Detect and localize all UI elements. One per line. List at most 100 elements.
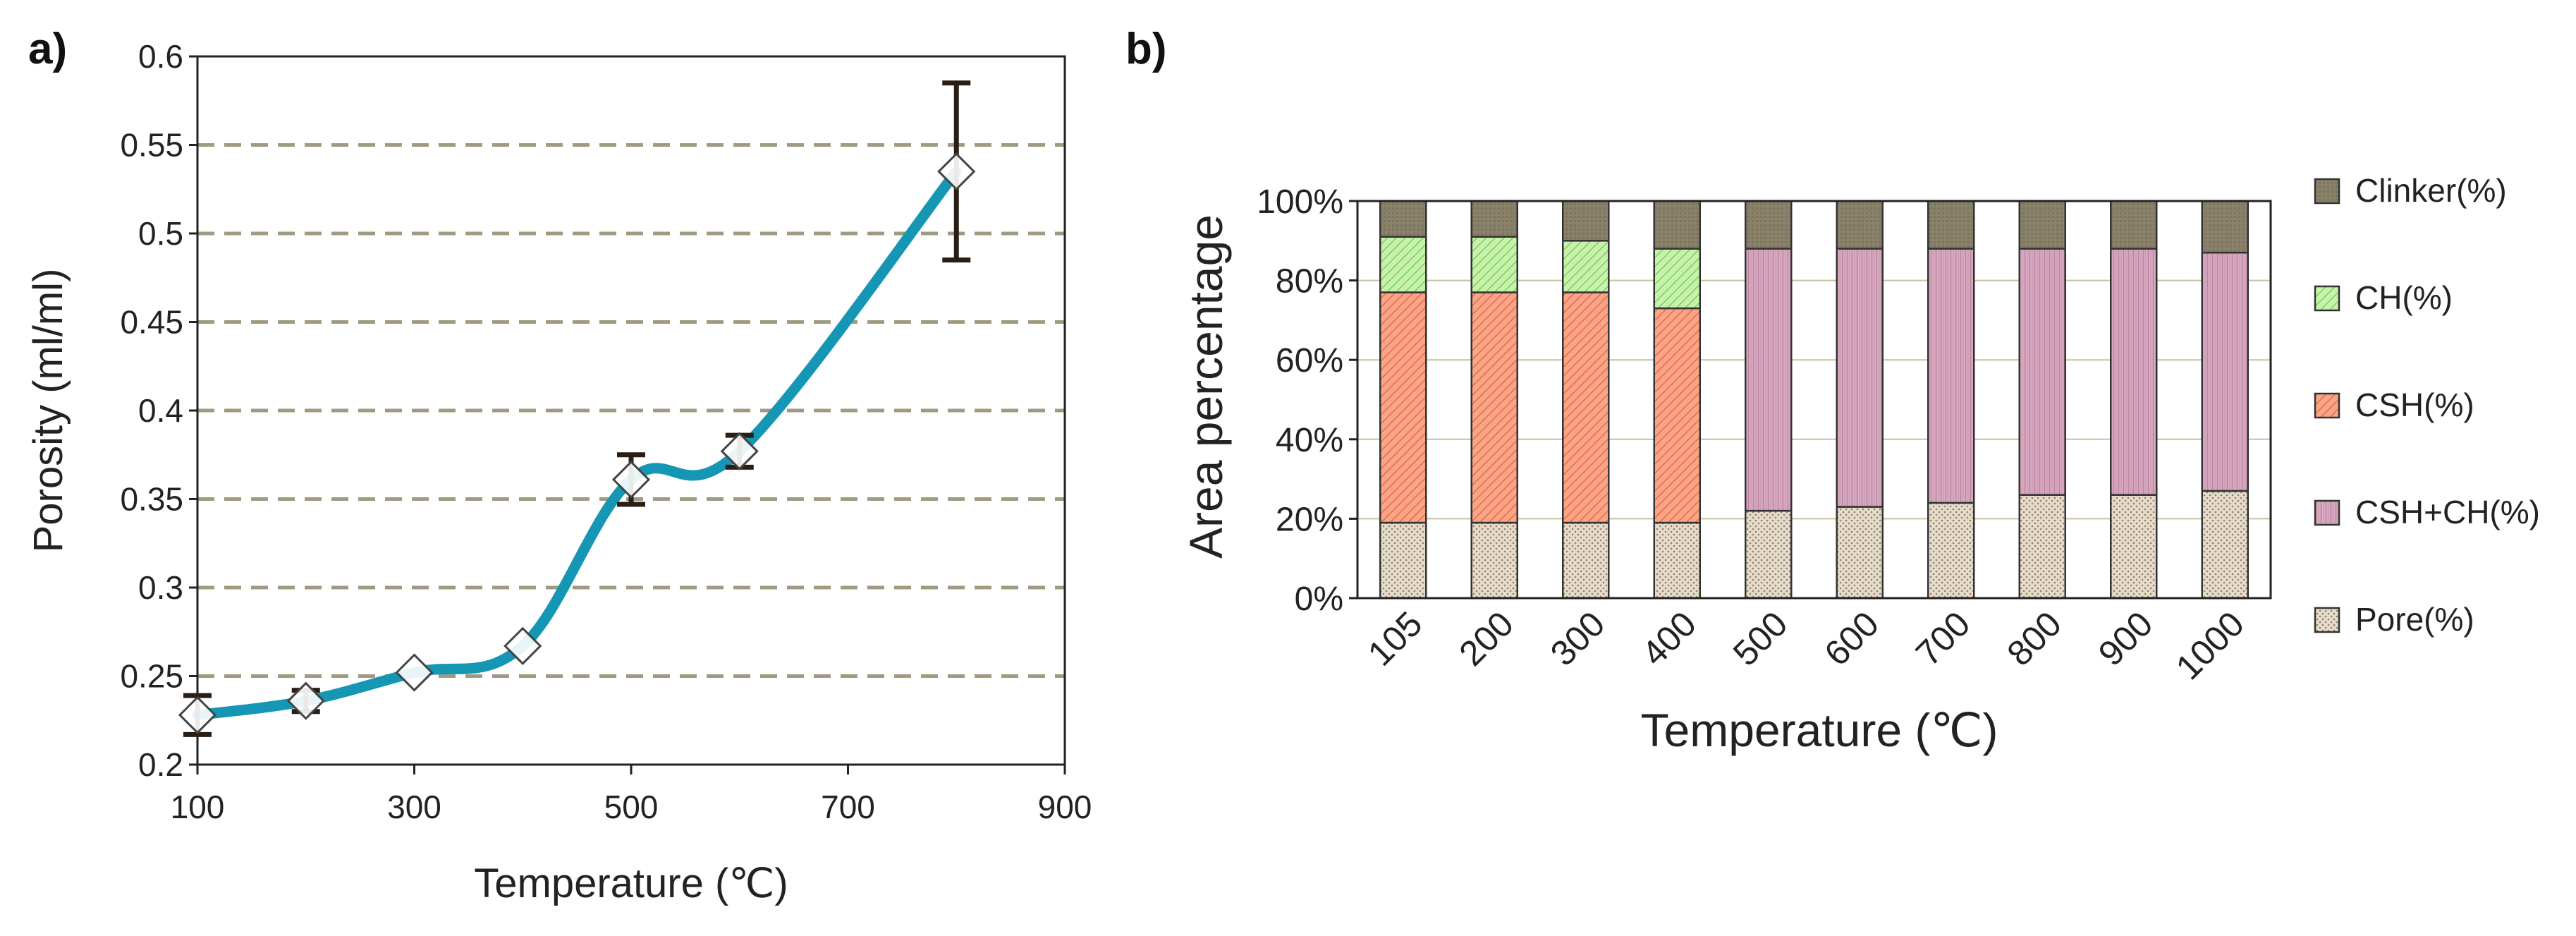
b-legend-swatch bbox=[2314, 392, 2340, 419]
b-x-axis-label: Temperature (℃) bbox=[1641, 704, 1998, 756]
a-x-tick-label: 500 bbox=[604, 789, 659, 825]
b-x-tick-label: 600 bbox=[1817, 604, 1886, 674]
b-x-tick-label: 800 bbox=[1999, 604, 2069, 674]
b-bar-segment-clinker bbox=[1927, 200, 1975, 250]
b-legend-label: Pore(%) bbox=[2355, 601, 2474, 638]
a-data-point bbox=[611, 460, 651, 499]
a-y-tick-label: 0.35 bbox=[120, 481, 183, 518]
b-y-tick-labels: 0% 20% 40% 60% 80% 100% bbox=[1257, 183, 1357, 618]
b-y-tick-label: 20% bbox=[1276, 501, 1343, 538]
b-bar-segment-pore bbox=[1836, 506, 1884, 600]
b-x-tick-label: 500 bbox=[1726, 604, 1795, 674]
a-y-tick-label: 0.25 bbox=[120, 658, 183, 695]
b-x-tick-label: 105 bbox=[1360, 604, 1430, 674]
b-bar-segment-csh-ch bbox=[1836, 248, 1884, 508]
b-y-tick-label: 100% bbox=[1257, 183, 1343, 221]
a-x-axis-label: Temperature (℃) bbox=[474, 861, 788, 906]
a-x-tick-labels: 100 300 500 700 900 bbox=[171, 765, 1092, 825]
a-x-tick-label: 100 bbox=[171, 789, 225, 825]
a-y-tick-label: 0.45 bbox=[120, 304, 183, 341]
b-bar-segment-csh-ch bbox=[2018, 248, 2066, 496]
b-x-tick-label: 1000 bbox=[2168, 604, 2252, 687]
a-data-point bbox=[395, 653, 434, 692]
panel-label-a: a) bbox=[28, 25, 67, 73]
a-markers bbox=[178, 152, 976, 734]
b-legend-label: CSH+CH(%) bbox=[2355, 494, 2540, 530]
porosity-curve bbox=[192, 166, 962, 721]
a-y-tick-label: 0.2 bbox=[138, 746, 183, 783]
a-data-point bbox=[503, 626, 542, 665]
b-x-tick-label: 700 bbox=[1908, 604, 1978, 674]
a-y-tick-labels: 0.2 0.25 0.3 0.35 0.4 0.45 0.5 0.55 0.6 bbox=[120, 38, 197, 783]
b-bar-segment-pore bbox=[2201, 490, 2249, 600]
b-bar-segment-csh bbox=[1379, 291, 1427, 524]
b-bars bbox=[1379, 200, 2249, 600]
b-bar-segment-pore bbox=[1470, 521, 1518, 600]
b-bar-segment-pore bbox=[2110, 494, 2158, 600]
b-legend-swatch bbox=[2314, 499, 2340, 526]
b-y-tick-label: 60% bbox=[1276, 342, 1343, 379]
b-bar-segment-clinker bbox=[2110, 200, 2158, 250]
b-legend-label: CH(%) bbox=[2355, 279, 2453, 316]
b-legend-swatch bbox=[2314, 285, 2340, 312]
b-bar-segment-pore bbox=[1927, 502, 1975, 600]
b-legend-swatch bbox=[2314, 607, 2340, 633]
b-legend-item: CSH(%) bbox=[2314, 387, 2474, 423]
b-bar-segment-csh-ch bbox=[2110, 248, 2158, 496]
a-y-tick-label: 0.3 bbox=[138, 569, 183, 606]
b-y-tick-label: 40% bbox=[1276, 422, 1343, 459]
area-percentage-chart: b) 0% 20% 40% 60% 80% 100% 105 200 300 400 500 600… bbox=[1125, 25, 2540, 756]
a-y-tick-label: 0.4 bbox=[138, 392, 183, 429]
b-bar-segment-clinker bbox=[1653, 200, 1701, 250]
a-data-point bbox=[720, 432, 759, 470]
b-bar-segment-pore bbox=[2018, 494, 2066, 600]
b-y-tick-label: 80% bbox=[1276, 263, 1343, 300]
b-bar-segment-csh-ch bbox=[2201, 251, 2249, 492]
b-legend-item: CH(%) bbox=[2314, 279, 2453, 316]
b-bar-segment-pore bbox=[1562, 521, 1610, 600]
b-x-tick-labels: 105 200 300 400 500 600 700 800 900 1000 bbox=[1360, 604, 2252, 687]
b-bar-segment-clinker bbox=[2201, 200, 2249, 254]
a-x-tick-label: 700 bbox=[821, 789, 875, 825]
b-legend-label: Clinker(%) bbox=[2355, 172, 2507, 209]
a-y-tick-label: 0.6 bbox=[138, 38, 183, 75]
b-bar-segment-ch bbox=[1562, 240, 1610, 293]
a-x-tick-label: 900 bbox=[1038, 789, 1092, 825]
b-x-tick-label: 400 bbox=[1634, 604, 1704, 674]
porosity-chart: a) 0.2 0.25 0.3 0.35 0.4 0.45 0.5 0.55 0.6 100 30… bbox=[25, 25, 1092, 906]
a-y-axis-label: Porosity (ml/ml) bbox=[25, 269, 71, 553]
b-bar-segment-csh bbox=[1562, 291, 1610, 524]
b-y-tick-label: 0% bbox=[1295, 581, 1343, 618]
b-bar-segment-csh-ch bbox=[1927, 248, 1975, 504]
b-bar-segment-pore bbox=[1653, 521, 1701, 600]
b-x-tick-label: 900 bbox=[2091, 604, 2161, 674]
b-legend-swatch bbox=[2314, 178, 2340, 205]
a-data-point bbox=[286, 681, 325, 720]
a-y-tick-label: 0.5 bbox=[138, 215, 183, 252]
a-data-point bbox=[937, 152, 976, 191]
a-y-tick-label: 0.55 bbox=[120, 127, 183, 164]
b-bar-segment-clinker bbox=[1470, 200, 1518, 238]
b-y-axis-label: Area percentage bbox=[1180, 214, 1232, 559]
b-bar-segment-csh bbox=[1470, 291, 1518, 524]
b-bar-segment-clinker bbox=[1562, 200, 1610, 242]
b-bar-segment-ch bbox=[1470, 236, 1518, 293]
b-x-tick-label: 300 bbox=[1543, 604, 1613, 674]
b-bar-segment-clinker bbox=[1836, 200, 1884, 250]
b-legend-item: Pore(%) bbox=[2314, 601, 2474, 638]
b-x-tick-label: 200 bbox=[1451, 604, 1521, 674]
b-legend: Clinker(%) CH(%) CSH(%) CSH+CH(%) Pore(%) bbox=[2314, 172, 2540, 638]
b-bar-segment-csh-ch bbox=[1745, 248, 1793, 512]
b-legend-item: CSH+CH(%) bbox=[2314, 494, 2540, 530]
panel-label-b: b) bbox=[1125, 25, 1167, 73]
b-legend-item: Clinker(%) bbox=[2314, 172, 2507, 209]
b-plot-frame bbox=[1356, 200, 2272, 600]
b-bar-segment-clinker bbox=[1379, 200, 1427, 238]
a-x-tick-label: 300 bbox=[387, 789, 441, 825]
a-grid bbox=[197, 143, 1065, 678]
b-bar-segment-ch bbox=[1653, 248, 1701, 310]
b-bar-segment-ch bbox=[1379, 236, 1427, 293]
b-bar-segment-clinker bbox=[1745, 200, 1793, 250]
b-legend-label: CSH(%) bbox=[2355, 387, 2474, 423]
